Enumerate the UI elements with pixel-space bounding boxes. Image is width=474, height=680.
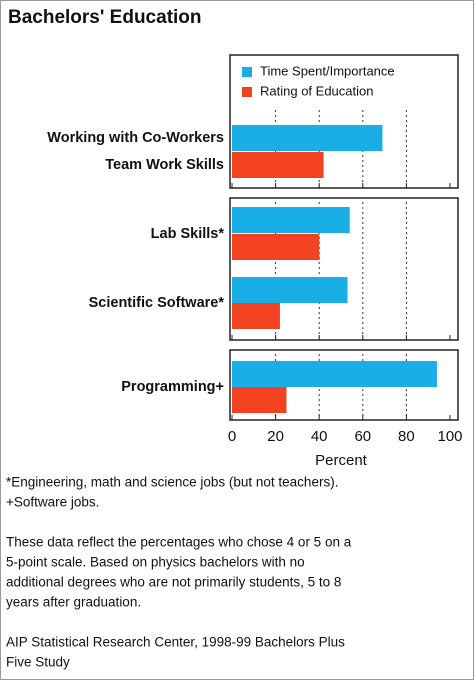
x-axis-label: Percent bbox=[315, 452, 368, 469]
category-label: Team Work Skills bbox=[105, 157, 224, 173]
legend-label: Rating of Education bbox=[260, 83, 373, 98]
bar bbox=[232, 277, 348, 303]
bar bbox=[232, 125, 383, 151]
note: years after graduation. bbox=[6, 595, 141, 610]
legend-swatch bbox=[242, 87, 252, 97]
category-label: Scientific Software* bbox=[89, 295, 225, 311]
bar bbox=[232, 387, 287, 413]
note: These data reflect the percentages who c… bbox=[6, 535, 352, 550]
x-tick-label: 40 bbox=[311, 428, 328, 445]
category-label: Working with Co-Workers bbox=[47, 130, 224, 146]
category-label: Programming+ bbox=[121, 379, 224, 395]
category-label: Lab Skills* bbox=[151, 226, 225, 242]
bar bbox=[232, 361, 437, 387]
legend-swatch bbox=[242, 67, 252, 77]
x-tick-label: 60 bbox=[354, 428, 371, 445]
x-tick-label: 20 bbox=[267, 428, 284, 445]
note: 5-point scale. Based on physics bachelor… bbox=[6, 555, 305, 570]
bar bbox=[232, 234, 320, 260]
note: Five Study bbox=[6, 655, 70, 670]
bar bbox=[232, 303, 280, 329]
bar bbox=[232, 152, 324, 178]
x-tick-label: 0 bbox=[228, 428, 236, 445]
bar bbox=[232, 207, 350, 233]
note: AIP Statistical Research Center, 1998-99… bbox=[6, 635, 345, 650]
legend-label: Time Spent/Importance bbox=[260, 63, 395, 78]
x-tick-label: 80 bbox=[398, 428, 415, 445]
note: +Software jobs. bbox=[6, 495, 99, 510]
note: *Engineering, math and science jobs (but… bbox=[6, 475, 338, 490]
x-tick-label: 100 bbox=[437, 428, 462, 445]
note: additional degrees who are not primarily… bbox=[6, 575, 341, 590]
chart-title: Bachelors' Education bbox=[8, 7, 202, 28]
